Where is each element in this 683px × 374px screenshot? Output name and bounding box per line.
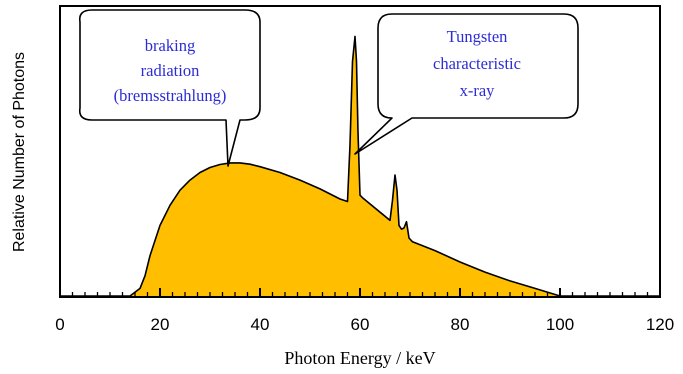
tungsten-callout-bubble <box>354 13 579 155</box>
x-tick-label: 40 <box>251 315 270 334</box>
spectrum-outline <box>60 35 660 297</box>
x-tick-label: 20 <box>151 315 170 334</box>
x-axis-title: Photon Energy / keV <box>284 348 435 368</box>
x-tick-label: 60 <box>351 315 370 334</box>
tungsten-callout-line-1: Tungsten <box>447 27 508 46</box>
x-axis-ticks <box>59 288 661 297</box>
y-axis-title: Relative Number of Photons <box>11 52 28 252</box>
bremsstrahlung-callout-line-2: radiation <box>141 61 200 80</box>
x-tick-label: 80 <box>451 315 470 334</box>
x-tick-label: 120 <box>646 315 674 334</box>
bremsstrahlung-callout-bubble <box>78 9 261 167</box>
x-tick-label: 0 <box>55 315 64 334</box>
bremsstrahlung-callout-line-1: braking <box>145 36 195 55</box>
x-axis-tick-labels: 0 20 40 60 80 100 120 <box>55 315 674 334</box>
tungsten-callout-line-3: x-ray <box>460 81 496 100</box>
bremsstrahlung-callout-line-3: (bremsstrahlung) <box>114 86 227 105</box>
tungsten-callout-line-2: characteristic <box>433 54 521 73</box>
spectrum-area <box>60 36 660 297</box>
x-tick-label: 100 <box>546 315 574 334</box>
